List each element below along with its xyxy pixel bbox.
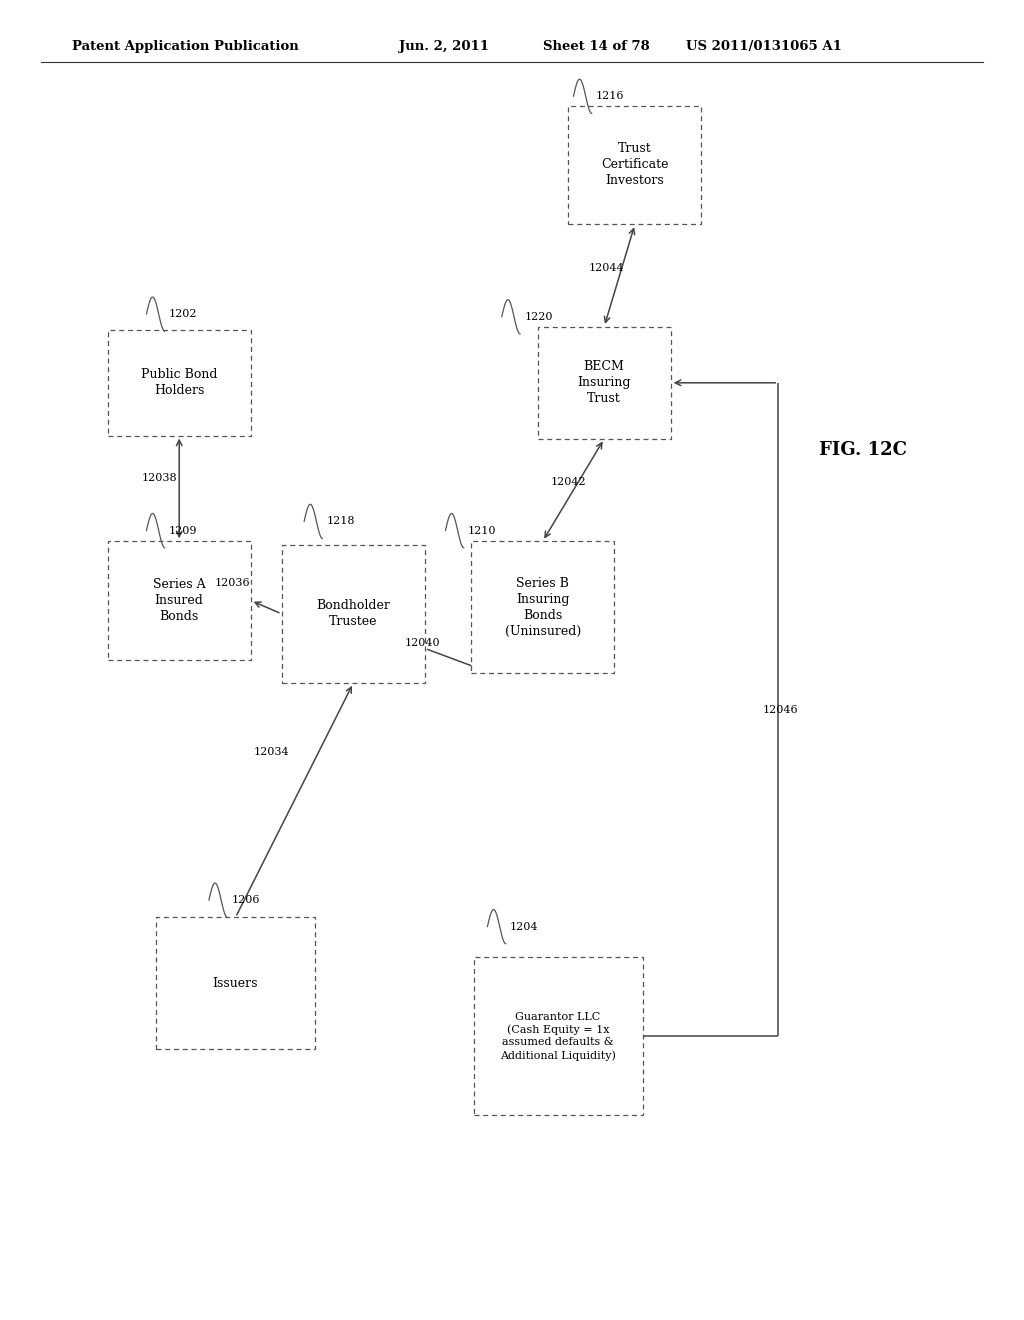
Text: Issuers: Issuers	[213, 977, 258, 990]
Text: Trust
Certificate
Investors: Trust Certificate Investors	[601, 143, 669, 187]
Text: 1218: 1218	[327, 516, 355, 527]
Text: 12034: 12034	[254, 747, 290, 758]
Text: Series A
Insured
Bonds: Series A Insured Bonds	[153, 578, 206, 623]
Text: Jun. 2, 2011: Jun. 2, 2011	[399, 40, 489, 53]
Text: BECM
Insuring
Trust: BECM Insuring Trust	[578, 360, 631, 405]
Text: Series B
Insuring
Bonds
(Uninsured): Series B Insuring Bonds (Uninsured)	[505, 577, 581, 638]
Text: 1206: 1206	[231, 895, 260, 906]
FancyBboxPatch shape	[538, 327, 671, 438]
Text: 12042: 12042	[551, 477, 587, 487]
Text: 1210: 1210	[468, 525, 497, 536]
Text: 12044: 12044	[589, 263, 625, 273]
Text: 1204: 1204	[510, 921, 539, 932]
Text: 1220: 1220	[524, 312, 553, 322]
Text: 12038: 12038	[141, 473, 177, 483]
Text: US 2011/0131065 A1: US 2011/0131065 A1	[686, 40, 842, 53]
Text: Public Bond
Holders: Public Bond Holders	[141, 368, 217, 397]
FancyBboxPatch shape	[108, 330, 251, 436]
Text: FIG. 12C: FIG. 12C	[819, 441, 907, 459]
Text: Sheet 14 of 78: Sheet 14 of 78	[543, 40, 649, 53]
Text: 1209: 1209	[169, 525, 198, 536]
FancyBboxPatch shape	[108, 541, 251, 660]
Text: 12046: 12046	[763, 705, 799, 715]
FancyBboxPatch shape	[471, 541, 614, 673]
FancyBboxPatch shape	[568, 106, 701, 224]
Text: Guarantor LLC
(Cash Equity = 1x
assumed defaults &
Additional Liquidity): Guarantor LLC (Cash Equity = 1x assumed …	[500, 1012, 616, 1060]
Text: 1202: 1202	[169, 309, 198, 319]
Text: 12040: 12040	[404, 638, 440, 648]
Text: 12036: 12036	[215, 578, 251, 589]
FancyBboxPatch shape	[157, 917, 315, 1049]
FancyBboxPatch shape	[282, 544, 425, 682]
Text: 1216: 1216	[596, 91, 625, 102]
Text: Bondholder
Trustee: Bondholder Trustee	[316, 599, 390, 628]
FancyBboxPatch shape	[473, 957, 643, 1115]
Text: Patent Application Publication: Patent Application Publication	[72, 40, 298, 53]
